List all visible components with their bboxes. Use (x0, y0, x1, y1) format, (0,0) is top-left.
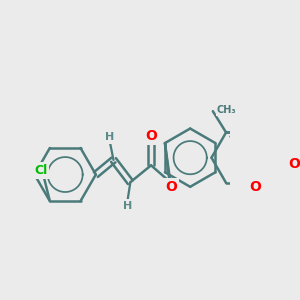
Text: H: H (105, 132, 114, 142)
Text: O: O (145, 129, 157, 143)
Text: O: O (289, 157, 300, 171)
Text: Cl: Cl (34, 164, 47, 177)
Text: O: O (165, 180, 177, 194)
Text: CH₃: CH₃ (217, 105, 236, 115)
Text: O: O (249, 180, 261, 194)
Text: H: H (123, 201, 132, 211)
